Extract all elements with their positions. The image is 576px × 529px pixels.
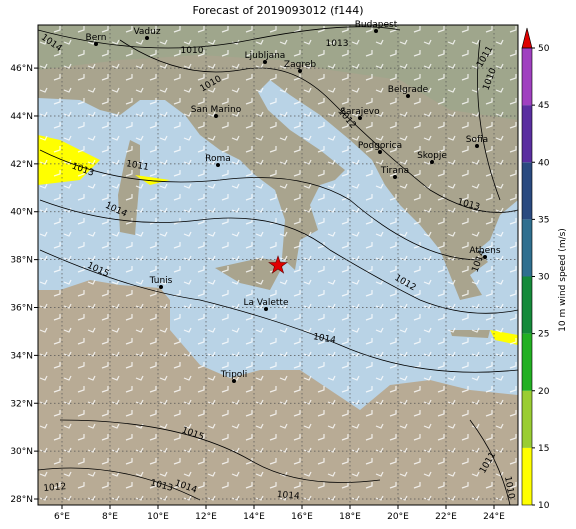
city-dot (406, 94, 410, 98)
contour-label: 1013 (326, 39, 349, 49)
colorbar-extend (521, 27, 533, 49)
city-dot (159, 285, 163, 289)
contour-label: 1011 (125, 159, 149, 173)
y-tick-label: 34°N (10, 351, 33, 361)
y-tick-label: 38°N (10, 256, 33, 266)
y-tick-label: 42°N (10, 160, 33, 170)
colorbar-segment (522, 48, 532, 106)
city-label: Podgorica (358, 141, 402, 151)
contour-label: 1014 (276, 490, 300, 502)
colorbar-tick-label: 15 (538, 444, 549, 454)
city-dot (483, 255, 487, 259)
city-dot (298, 69, 302, 73)
city-label: Sofia (466, 135, 488, 145)
city-label: Tunis (149, 276, 173, 286)
city-label: Skopje (417, 151, 447, 161)
colorbar-segment (522, 390, 532, 448)
colorbar-tick-label: 45 (538, 101, 549, 111)
star-marker (268, 255, 288, 274)
title: Forecast of 2019093012 (f144) (192, 4, 363, 17)
y-tick-label: 40°N (10, 208, 33, 218)
colorbar-segment (522, 105, 532, 163)
y-tick-label: 28°N (10, 495, 33, 505)
colorbar-tick-label: 35 (538, 215, 549, 225)
city-dot (378, 150, 382, 154)
contour-label: 1010 (181, 46, 204, 56)
contour-label: 1014 (312, 332, 337, 346)
city-dot (263, 60, 267, 64)
city-label: La Valette (244, 298, 289, 308)
y-tick-label: 44°N (10, 112, 33, 122)
contour-label: 1010 (502, 476, 516, 501)
city-label: Bern (86, 33, 107, 43)
colorbar-tick-label: 40 (538, 158, 550, 168)
contour-label: 1012 (43, 482, 67, 494)
city-dot (94, 42, 98, 46)
x-tick-label: 16°E (291, 512, 313, 522)
colorbar-tick-label: 30 (538, 273, 550, 283)
colorbar-segment (522, 162, 532, 220)
city-dot (358, 116, 362, 120)
contours (38, 26, 518, 505)
city-dot (264, 307, 268, 311)
city-label: Belgrade (388, 85, 429, 95)
colorbar-tick-label: 25 (538, 330, 549, 340)
colorbar-label: 10 m wind speed (m/s) (558, 228, 568, 332)
x-tick-label: 8°E (102, 512, 118, 522)
x-tick-label: 12°E (195, 512, 217, 522)
colorbar-segment (522, 276, 532, 334)
x-tick-label: 22°E (435, 512, 457, 522)
colorbar-segment (522, 333, 532, 391)
city-dot (232, 379, 236, 383)
city-dot (430, 160, 434, 164)
colorbar-tick-label: 50 (538, 44, 550, 54)
y-tick-label: 32°N (10, 399, 33, 409)
city-dot (374, 29, 378, 33)
x-tick-label: 24°E (483, 512, 505, 522)
map-area (38, 25, 518, 505)
city-dot (145, 36, 149, 40)
city-label: Tripoli (220, 370, 248, 380)
city-label: Tirana (380, 166, 409, 176)
city-label: Zagreb (284, 60, 316, 70)
x-tick-label: 14°E (243, 512, 265, 522)
city-dot (214, 114, 218, 118)
graticule (34, 25, 518, 509)
city-label: Sarajevo (340, 107, 380, 117)
city-label: Budapest (355, 20, 398, 30)
city-label: Ljubljana (245, 51, 286, 61)
colorbar-segment (522, 219, 532, 277)
x-tick-label: 20°E (387, 512, 409, 522)
colorbar-tick-label: 10 (538, 501, 550, 511)
city-label: Roma (205, 154, 231, 164)
city-dot (393, 175, 397, 179)
colorbar-tick-label: 20 (538, 387, 550, 397)
y-tick-label: 36°N (10, 303, 33, 313)
city-dot (475, 144, 479, 148)
y-tick-label: 46°N (10, 64, 33, 74)
city-label: San Marino (191, 105, 242, 115)
x-tick-label: 6°E (54, 512, 70, 522)
x-tick-label: 18°E (339, 512, 361, 522)
colorbar (521, 27, 535, 506)
y-tick-label: 30°N (10, 447, 33, 457)
city-dot (216, 163, 220, 167)
x-tick-label: 10°E (147, 512, 169, 522)
map-frame (37, 24, 519, 506)
city-label: Vaduz (133, 27, 160, 37)
city-label: Athens (469, 246, 500, 256)
colorbar-segment (522, 447, 532, 505)
